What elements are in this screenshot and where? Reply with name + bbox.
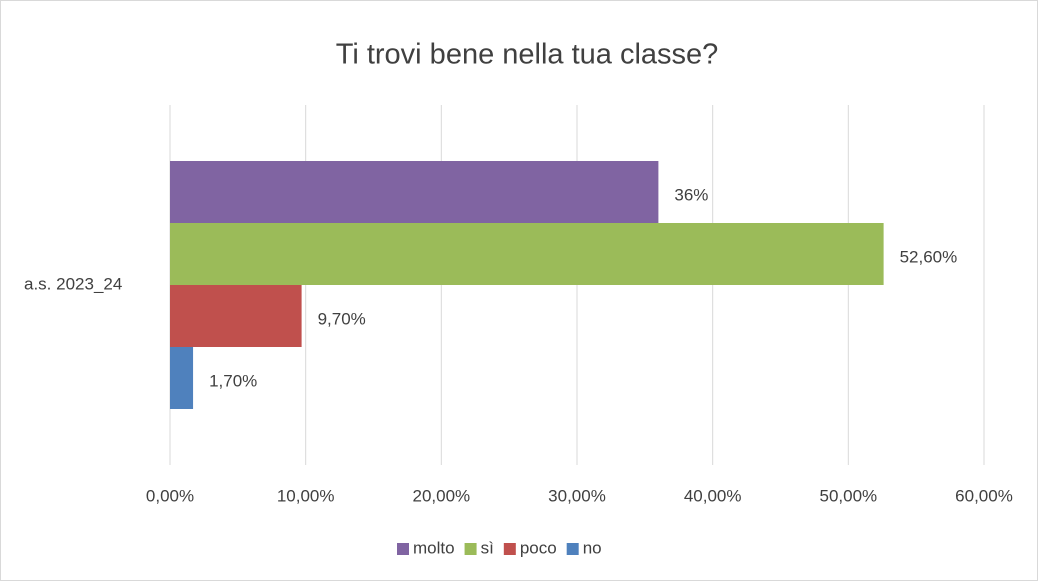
bar <box>170 285 302 347</box>
x-tick-label: 20,00% <box>412 486 470 505</box>
x-tick-label: 40,00% <box>684 486 742 505</box>
y-tick-label: a.s. 2023_24 <box>24 274 122 293</box>
x-tick-label: 30,00% <box>548 486 606 505</box>
x-tick-label: 10,00% <box>277 486 335 505</box>
legend-label: molto <box>413 538 455 557</box>
x-tick-label: 0,00% <box>146 486 194 505</box>
legend-swatch <box>397 543 409 555</box>
bar <box>170 161 659 223</box>
chart-title: Ti trovi bene nella tua classe? <box>336 39 719 71</box>
legend-label: no <box>583 538 602 557</box>
data-label: 36% <box>674 185 708 204</box>
data-label: 1,70% <box>209 371 257 390</box>
legend-swatch <box>464 543 477 555</box>
bar <box>170 223 884 285</box>
legend-swatch <box>566 543 579 555</box>
x-tick-label: 50,00% <box>819 486 877 505</box>
legend-label: sì <box>481 538 494 557</box>
legend-label: poco <box>520 538 557 557</box>
bar <box>170 347 194 409</box>
legend-swatch <box>503 543 516 555</box>
x-tick-label: 60,00% <box>955 486 1013 505</box>
data-label: 52,60% <box>900 247 958 266</box>
data-label: 9,70% <box>318 309 366 328</box>
